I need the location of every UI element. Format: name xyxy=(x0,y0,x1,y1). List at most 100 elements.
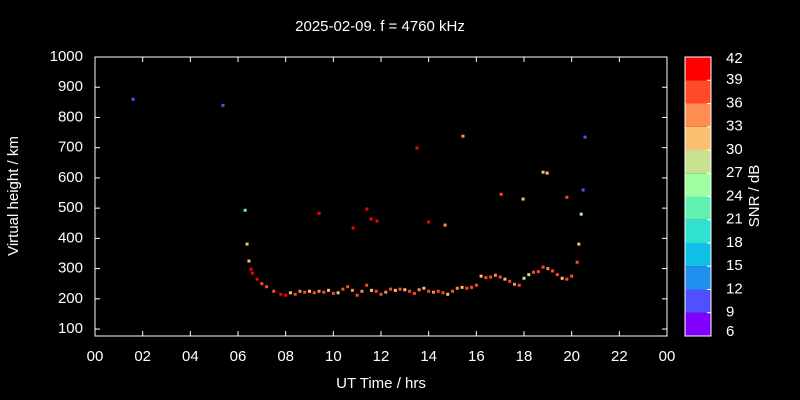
colorbar-cell xyxy=(685,80,711,104)
data-point xyxy=(521,197,525,201)
colorbar-tick-label: 12 xyxy=(726,280,743,297)
data-point xyxy=(255,277,259,281)
data-point xyxy=(288,291,292,295)
data-point xyxy=(570,274,574,278)
colorbar-tick-label: 39 xyxy=(726,71,743,88)
data-point xyxy=(474,283,478,287)
data-point xyxy=(379,292,383,296)
data-point xyxy=(498,275,502,279)
colorbar-tick-label: 9 xyxy=(726,304,734,321)
data-point xyxy=(245,242,249,246)
x-tick-label: 00 xyxy=(87,348,104,365)
data-point xyxy=(250,271,254,275)
data-point xyxy=(431,290,435,294)
x-tick-label: 02 xyxy=(134,348,151,365)
data-point xyxy=(532,270,536,274)
data-point xyxy=(393,288,397,292)
x-tick-label: 10 xyxy=(325,348,342,365)
data-point xyxy=(398,287,402,291)
data-point xyxy=(560,276,564,280)
data-point xyxy=(355,293,359,297)
data-point xyxy=(384,290,388,294)
data-point xyxy=(408,289,412,293)
data-point xyxy=(575,260,579,264)
x-tick-label: 22 xyxy=(611,348,628,365)
x-tick-label: 14 xyxy=(420,348,437,365)
data-point xyxy=(284,293,288,297)
data-point xyxy=(360,289,364,293)
data-point xyxy=(131,97,135,101)
data-point xyxy=(403,288,407,292)
data-point xyxy=(565,195,569,199)
x-tick-label: 12 xyxy=(373,348,390,365)
data-point xyxy=(441,291,445,295)
data-point xyxy=(317,211,321,215)
data-point xyxy=(260,282,264,286)
colorbar-tick-label: 18 xyxy=(726,234,743,251)
data-point xyxy=(455,286,459,290)
colorbar-tick-label: 33 xyxy=(726,118,743,135)
data-point xyxy=(317,289,321,293)
data-point xyxy=(308,289,311,293)
x-tick-label: 04 xyxy=(182,348,199,365)
data-point xyxy=(243,208,247,212)
data-point xyxy=(517,283,521,287)
data-point xyxy=(551,269,555,273)
data-point xyxy=(451,289,454,293)
colorbar-cell xyxy=(685,312,711,336)
y-tick-label: 500 xyxy=(58,199,83,216)
x-tick-label: 16 xyxy=(468,348,485,365)
data-point xyxy=(298,289,302,293)
colorbar-cell xyxy=(685,150,711,174)
data-point xyxy=(581,188,585,192)
colorbar-tick-label: 24 xyxy=(726,187,743,204)
data-point xyxy=(327,288,331,292)
data-point xyxy=(522,276,526,280)
data-point xyxy=(493,273,497,277)
colorbar-cell xyxy=(685,289,711,313)
data-point xyxy=(546,267,550,271)
data-point xyxy=(336,291,340,295)
colorbar-cell xyxy=(685,57,711,81)
data-point xyxy=(331,291,335,295)
x-tick-label: 20 xyxy=(563,348,580,365)
colorbar-tick-label: 15 xyxy=(726,257,743,274)
data-point xyxy=(427,289,431,293)
data-point xyxy=(346,285,350,289)
data-point xyxy=(322,290,326,294)
colorbar-tick-label: 21 xyxy=(726,211,743,228)
x-tick-label: 18 xyxy=(516,348,533,365)
y-tick-label: 300 xyxy=(58,260,83,277)
data-point xyxy=(508,279,512,283)
data-point xyxy=(446,292,450,296)
y-tick-label: 400 xyxy=(58,229,83,246)
data-point xyxy=(415,146,419,150)
y-tick-label: 600 xyxy=(58,169,83,186)
data-point xyxy=(293,292,297,296)
x-tick-label: 06 xyxy=(230,348,247,365)
data-point xyxy=(249,267,253,271)
colorbar-tick-label: 30 xyxy=(726,141,743,158)
data-point xyxy=(369,288,373,292)
x-axis-label: UT Time / hrs xyxy=(336,375,426,392)
y-tick-label: 700 xyxy=(58,139,83,156)
data-point xyxy=(422,286,426,290)
data-point xyxy=(389,287,393,291)
data-point xyxy=(479,274,483,278)
data-point xyxy=(460,285,464,289)
data-point xyxy=(489,275,493,279)
data-point xyxy=(272,289,276,293)
colorbar-cell xyxy=(685,196,711,220)
data-point xyxy=(417,288,421,292)
colorbar-cell xyxy=(685,126,711,150)
data-point xyxy=(369,217,373,221)
data-point xyxy=(503,277,507,281)
data-point xyxy=(351,226,355,230)
data-point xyxy=(247,259,251,263)
data-point xyxy=(221,103,225,107)
data-point xyxy=(579,212,583,216)
data-point xyxy=(443,223,447,227)
data-point xyxy=(499,192,503,196)
